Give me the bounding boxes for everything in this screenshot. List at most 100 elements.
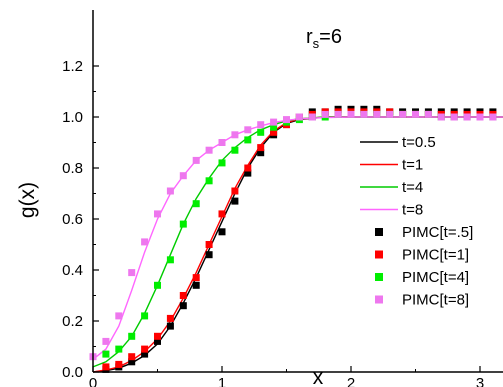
data-point-s2-11 [244,136,252,144]
legend-label-2: t=4 [402,179,423,196]
data-point-s3-30 [476,113,484,121]
data-point-s3-24 [399,110,407,118]
legend-label-7: PIMC[t=8] [402,292,469,309]
data-point-s2-10 [231,146,239,154]
data-point-s3-5 [154,210,161,218]
legend-label-3: t=8 [402,202,423,219]
data-point-s0-9 [218,228,226,236]
data-point-s2-7 [192,200,200,208]
y-tick-label: 1.0 [62,109,83,126]
data-point-s1-11 [244,164,252,172]
x-tick-label: 3 [476,375,484,387]
y-tick-label: 0.8 [62,160,83,177]
data-point-s3-20 [347,110,355,118]
legend-label-6: PIMC[t=4] [402,269,469,286]
data-point-s3-21 [360,110,368,118]
data-point-s2-5 [166,256,174,264]
data-point-s1-12 [257,144,265,152]
data-point-s3-29 [463,113,471,121]
data-point-s2-2 [128,332,136,340]
data-point-s3-10 [218,139,226,146]
axes-layer [92,10,503,373]
legend: t=0.5 t=1 t=4 t=8 PIMC[t=.5] PIMC[t=1] PIMC[t=… [360,134,473,309]
data-point-s0-4 [154,337,161,345]
data-point-s1-8 [205,241,213,248]
ticks-layer: 0 1 2 3 0.0 0.2 0.4 0.6 0.8 1.0 1.2 [62,58,484,387]
data-point-s1-2 [128,353,136,361]
x-axis-title: x [313,366,324,387]
y-tick-label: 1.2 [62,58,83,75]
legend-swatch-7 [375,295,383,304]
data-point-s3-23 [386,110,394,118]
y-tick-label: 0.2 [62,313,83,330]
data-point-s3-17 [308,113,316,121]
data-point-s3-19 [334,110,342,118]
data-point-s3-8 [192,156,200,164]
data-point-s3-16 [295,113,303,121]
data-point-s2-1 [115,345,123,353]
data-point-s3-3 [128,269,136,277]
data-point-s3-2 [115,312,123,320]
legend-swatch-5 [375,250,383,259]
data-point-s2-9 [218,159,226,167]
data-point-s3-26 [424,110,432,118]
x-tick-label: 1 [218,375,226,387]
data-point-s1-5 [166,314,174,322]
data-point-s0-10 [231,197,239,205]
points-layer [89,105,497,373]
x-tick-label: 0 [89,375,97,387]
data-point-s3-13 [257,121,265,129]
data-point-s0-8 [205,251,213,259]
legend-label-4: PIMC[t=.5] [402,224,473,241]
data-point-s3-31 [489,113,497,121]
data-point-s0-7 [192,281,200,289]
legend-label-5: PIMC[t=1] [402,247,469,264]
data-point-s3-6 [166,187,174,195]
data-point-s3-9 [205,146,213,154]
data-point-s3-27 [437,113,445,121]
data-point-s1-6 [179,292,187,299]
data-point-s3-28 [450,113,458,121]
data-point-s0-3 [141,350,149,358]
legend-label-1: t=1 [402,157,423,174]
data-point-s3-15 [283,116,290,124]
data-point-s0-5 [166,322,174,330]
y-axis-title: g(x) [16,182,39,218]
legend-swatch-6 [375,273,383,281]
legend-label-0: t=0.5 [402,134,436,151]
data-point-s1-10 [231,187,239,195]
legend-swatch-4 [375,228,383,236]
data-point-s1-0 [102,363,110,371]
data-point-s1-1 [115,360,123,368]
data-point-s2-0 [102,350,110,358]
chart-annotation: rs=6 [306,26,342,51]
series-line-2 [92,116,503,368]
data-point-s3-14 [270,118,278,126]
data-point-s3-1 [102,337,110,345]
data-point-s2-12 [257,128,265,136]
y-tick-label: 0.0 [62,364,83,381]
annotation-sub: s [313,36,320,51]
data-point-s1-9 [218,210,226,218]
data-point-s2-4 [154,281,161,289]
data-point-s3-18 [321,110,329,118]
data-point-s1-3 [141,345,149,353]
annotation-main: r [306,26,313,48]
data-point-s3-22 [373,110,381,118]
data-point-s1-4 [154,332,161,340]
data-point-s3-25 [412,110,419,118]
data-point-s0-6 [179,302,187,310]
x-tick-label: 2 [347,375,355,387]
data-point-s1-7 [192,274,200,282]
y-tick-label: 0.6 [62,211,83,228]
data-point-s3-4 [141,238,149,246]
annotation-suffix: =6 [319,26,342,48]
data-point-s3-11 [231,131,239,139]
data-point-s2-8 [205,177,213,185]
y-tick-label: 0.4 [62,262,83,279]
data-point-s0-12 [257,149,265,157]
data-point-s1-13 [270,128,278,136]
data-point-s0-11 [244,169,252,177]
data-point-s3-7 [179,172,187,180]
